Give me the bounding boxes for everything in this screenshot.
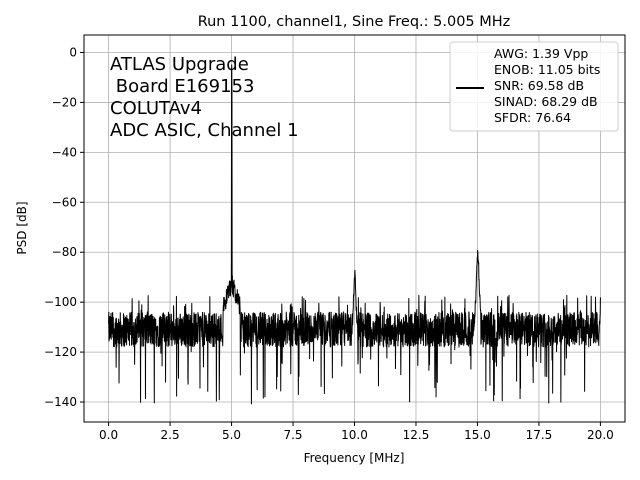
x-tick-label: 12.5 [403,428,430,442]
axis-ticks: 0.0 2.5 5.0 7.5 10.0 12.5 15.0 17.5 20.0 0 −20 −40 −… [44,45,614,442]
x-tick-label: 0.0 [99,428,118,442]
psd-series-line [108,64,601,405]
y-tick-label: −60 [52,195,77,209]
annotation-line: ADC ASIC, Channel 1 [110,120,299,141]
y-tick-label: −120 [44,345,77,359]
legend-box [449,41,619,132]
y-tick-label: −140 [44,395,77,409]
annotation-line: ATLAS Upgrade [110,54,249,75]
legend: AWG: 1.39 Vpp ENOB: 11.05 bits SNR: 69.5… [449,41,619,132]
board-annotation: ATLAS Upgrade Board E169153 COLUTAv4 ADC… [110,54,299,141]
x-tick-label: 10.0 [341,428,368,442]
x-tick-label: 20.0 [587,428,614,442]
y-tick-label: −80 [52,245,77,259]
annotation-line: Board E169153 [110,76,254,97]
x-tick-label: 7.5 [283,428,302,442]
y-tick-label: −20 [52,95,77,109]
x-tick-label: 17.5 [526,428,553,442]
x-tick-label: 15.0 [464,428,491,442]
y-tick-label: −100 [44,295,77,309]
y-tick-label: −40 [52,145,77,159]
y-axis-label: PSD [dB] [15,201,29,254]
y-tick-label: 0 [69,45,77,59]
x-axis-label: Frequency [MHz] [304,451,405,465]
annotation-line: COLUTAv4 [110,98,202,119]
legend-entry: ENOB: 11.05 bits [494,62,600,77]
chart-title: Run 1100, channel1, Sine Freq.: 5.005 MH… [198,14,511,30]
legend-entry: SINAD: 68.29 dB [494,94,598,109]
x-tick-label: 2.5 [161,428,180,442]
psd-trace [108,64,601,405]
legend-entry: SFDR: 76.64 [494,110,571,125]
x-tick-label: 5.0 [222,428,241,442]
legend-entry: SNR: 69.58 dB [494,78,584,93]
legend-entry: AWG: 1.39 Vpp [494,46,588,61]
